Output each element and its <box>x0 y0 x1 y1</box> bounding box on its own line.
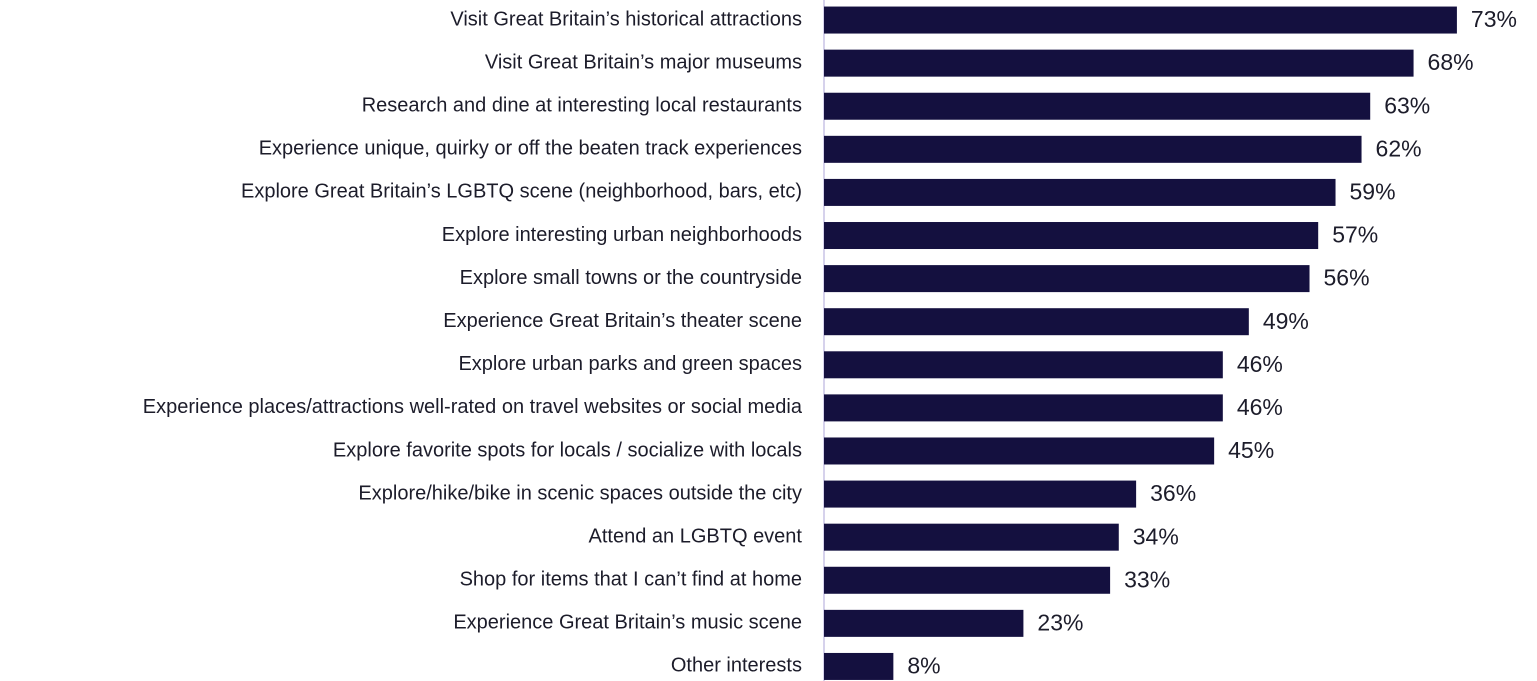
value-label: 45% <box>1228 437 1274 463</box>
value-label: 34% <box>1133 523 1179 549</box>
bar <box>824 523 1119 551</box>
category-label: Experience unique, quirky or off the bea… <box>259 138 802 160</box>
value-label: 46% <box>1237 394 1283 420</box>
bar <box>824 652 894 680</box>
category-label: Research and dine at interesting local r… <box>362 95 802 117</box>
bar <box>824 308 1249 336</box>
bar <box>824 222 1319 250</box>
value-label: 46% <box>1237 351 1283 377</box>
bar <box>824 437 1215 465</box>
value-label: 56% <box>1324 265 1370 291</box>
bar <box>824 480 1137 508</box>
bar <box>824 135 1362 163</box>
bar <box>824 609 1024 637</box>
category-label: Explore Great Britain’s LGBTQ scene (nei… <box>241 181 802 203</box>
category-label: Experience Great Britain’s theater scene <box>443 310 802 332</box>
category-label: Visit Great Britain’s major museums <box>485 51 802 73</box>
value-label: 59% <box>1350 179 1396 205</box>
value-label: 63% <box>1384 92 1430 118</box>
bar <box>824 394 1223 422</box>
category-label: Explore small towns or the countryside <box>460 267 802 289</box>
bar <box>824 49 1414 77</box>
value-label: 33% <box>1124 566 1170 592</box>
value-label: 73% <box>1471 6 1517 32</box>
value-label: 23% <box>1037 609 1083 635</box>
category-label: Attend an LGBTQ event <box>589 525 803 547</box>
category-label: Visit Great Britain’s historical attract… <box>450 8 802 30</box>
value-label: 68% <box>1428 49 1474 75</box>
bar <box>824 351 1223 379</box>
bar <box>824 92 1371 120</box>
value-label: 49% <box>1263 308 1309 334</box>
category-label: Experience places/attractions well-rated… <box>143 396 803 418</box>
category-label: Experience Great Britain’s music scene <box>453 612 802 634</box>
bar <box>824 6 1457 34</box>
category-label: Explore favorite spots for locals / soci… <box>333 439 802 461</box>
bar <box>824 178 1336 206</box>
bar <box>824 265 1310 293</box>
category-label: Explore urban parks and green spaces <box>458 353 802 375</box>
category-label: Other interests <box>671 655 802 677</box>
category-label: Explore interesting urban neighborhoods <box>442 224 802 246</box>
value-label: 36% <box>1150 480 1196 506</box>
value-label: 57% <box>1332 222 1378 248</box>
category-label: Explore/hike/bike in scenic spaces outsi… <box>358 482 802 504</box>
value-label: 8% <box>907 653 940 679</box>
bar <box>824 566 1111 594</box>
value-label: 62% <box>1376 135 1422 161</box>
category-label: Shop for items that I can’t find at home <box>460 569 802 591</box>
